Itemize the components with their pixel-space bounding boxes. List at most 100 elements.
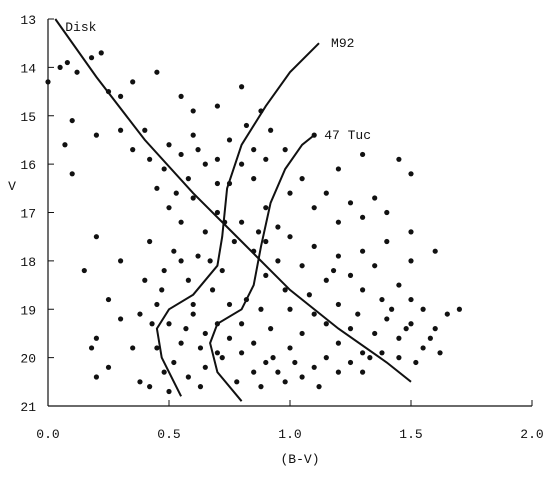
- data-point: [166, 388, 172, 395]
- data-point: [197, 345, 204, 351]
- data-point: [287, 345, 293, 351]
- data-point: [275, 258, 281, 264]
- data-point: [311, 311, 317, 317]
- y-tick-label: 13: [20, 13, 36, 28]
- data-point: [190, 108, 196, 114]
- data-point: [372, 330, 378, 337]
- data-point: [372, 195, 378, 201]
- data-point: [335, 166, 341, 172]
- data-point: [408, 258, 414, 264]
- data-point: [263, 359, 269, 366]
- data-point: [147, 156, 153, 162]
- data-point: [299, 330, 305, 337]
- data-point: [178, 93, 184, 99]
- y-tick-label: 17: [20, 207, 36, 222]
- data-point: [137, 379, 143, 385]
- data-point: [287, 306, 293, 312]
- data-point: [360, 248, 366, 254]
- data-point: [142, 127, 148, 133]
- data-point: [45, 79, 51, 85]
- x-tick-label: 0.0: [36, 427, 59, 442]
- data-point: [161, 369, 167, 375]
- data-point: [161, 166, 167, 172]
- data-point: [214, 103, 220, 109]
- data-point: [347, 200, 354, 206]
- data-point: [408, 321, 414, 327]
- data-point: [347, 359, 354, 366]
- data-point: [118, 127, 124, 133]
- data-point: [360, 214, 366, 220]
- data-point: [335, 369, 341, 375]
- data-point: [93, 374, 99, 380]
- x-tick-label: 0.5: [157, 427, 180, 442]
- data-point: [347, 326, 354, 332]
- x-tick-label: 1.0: [278, 427, 301, 442]
- data-point: [219, 355, 225, 361]
- data-point: [239, 219, 245, 225]
- data-point: [81, 267, 87, 274]
- data-point: [275, 224, 281, 230]
- data-point: [166, 142, 172, 148]
- data-point: [384, 316, 390, 322]
- data-point: [427, 335, 433, 341]
- data-point: [263, 205, 269, 211]
- x-axis-label: (B-V): [280, 452, 319, 467]
- data-point: [178, 258, 184, 264]
- data-point: [88, 345, 95, 351]
- data-point: [173, 190, 179, 196]
- y-tick-label: 16: [20, 158, 36, 173]
- y-tick-label: 20: [20, 352, 36, 367]
- data-point: [105, 364, 112, 370]
- curve-label: M92: [331, 36, 354, 51]
- data-point: [214, 180, 220, 187]
- data-point: [311, 243, 317, 249]
- data-point: [209, 287, 216, 293]
- data-point: [396, 156, 402, 162]
- data-point: [258, 306, 264, 312]
- y-tick-label: 14: [20, 61, 36, 76]
- data-point: [171, 359, 177, 366]
- curve-label: Disk: [65, 20, 96, 35]
- data-point: [239, 161, 245, 167]
- data-point: [178, 340, 184, 346]
- data-point: [234, 379, 240, 385]
- data-point: [330, 267, 337, 274]
- data-point: [432, 248, 438, 254]
- data-point: [299, 263, 305, 269]
- data-point: [408, 296, 414, 303]
- data-point: [335, 301, 341, 308]
- data-point: [323, 277, 329, 283]
- data-point: [282, 287, 288, 293]
- data-point: [185, 277, 191, 283]
- data-point: [444, 311, 450, 317]
- data-point: [195, 147, 201, 153]
- data-point: [360, 369, 366, 375]
- data-point: [367, 355, 373, 361]
- data-point: [379, 296, 385, 303]
- y-axis-label: V: [8, 179, 16, 194]
- data-point: [287, 190, 293, 196]
- data-point: [335, 219, 341, 225]
- data-point: [231, 238, 237, 245]
- data-point: [456, 306, 462, 312]
- data-point: [299, 374, 305, 380]
- data-point: [255, 229, 262, 235]
- data-point: [93, 132, 99, 138]
- data-point: [251, 369, 257, 375]
- data-point: [287, 234, 293, 240]
- data-point: [118, 258, 124, 264]
- y-tick-label: 19: [20, 303, 36, 318]
- data-point: [403, 326, 409, 332]
- data-point: [316, 384, 322, 390]
- data-point: [432, 326, 438, 332]
- data-point: [178, 219, 184, 225]
- data-point: [420, 345, 426, 351]
- data-point: [282, 379, 288, 385]
- data-point: [282, 147, 288, 153]
- curve-label: 47 Tuc: [324, 128, 371, 143]
- data-point: [118, 93, 124, 99]
- data-point: [360, 287, 366, 293]
- data-point: [171, 248, 177, 254]
- data-point: [69, 117, 75, 124]
